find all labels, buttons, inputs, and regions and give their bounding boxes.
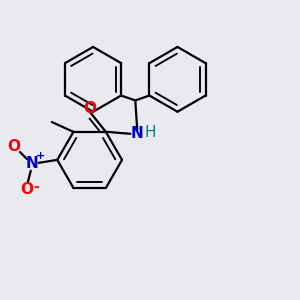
Text: -: -: [33, 180, 38, 194]
Text: O: O: [20, 182, 33, 197]
Text: N: N: [26, 156, 38, 171]
Text: +: +: [36, 151, 45, 161]
Text: O: O: [8, 139, 21, 154]
Text: H: H: [144, 125, 156, 140]
Text: N: N: [131, 126, 144, 141]
Text: O: O: [84, 101, 97, 116]
